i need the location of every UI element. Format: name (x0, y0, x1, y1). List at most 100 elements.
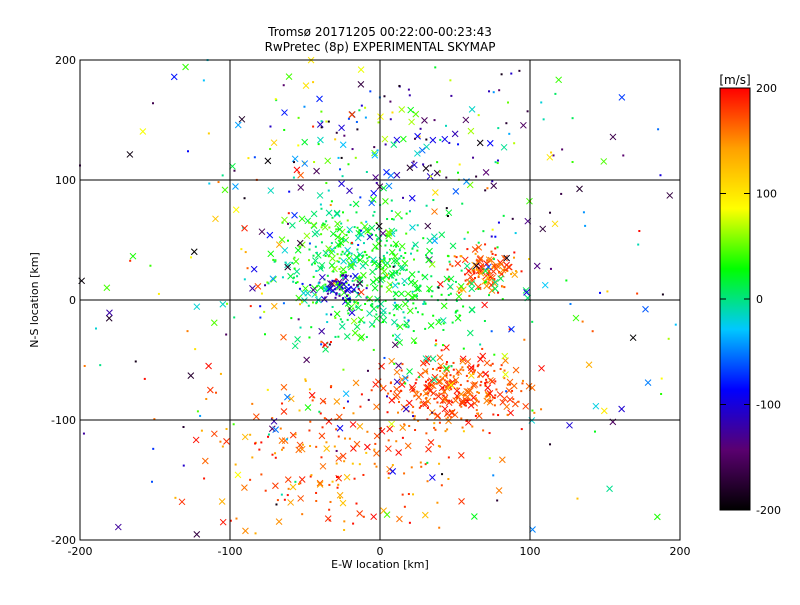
data-point-cross (421, 511, 429, 519)
data-point-dot (387, 439, 390, 442)
data-point-dot (234, 463, 237, 466)
data-point-dot (479, 343, 482, 346)
data-point-dot (333, 282, 336, 285)
data-point-cross (434, 412, 441, 420)
data-point-cross (298, 476, 306, 483)
data-point-dot (405, 268, 408, 271)
data-point-dot (477, 412, 480, 415)
data-point-cross (486, 398, 494, 406)
data-point-dot (337, 245, 340, 248)
data-point-dot (426, 407, 429, 410)
data-point-cross (508, 325, 515, 333)
data-point-dot (404, 252, 407, 255)
data-point-dot (486, 259, 489, 262)
data-point-dot (424, 380, 427, 383)
data-point-cross (447, 275, 455, 283)
data-point-cross (426, 387, 434, 395)
data-point-dot (424, 327, 427, 330)
data-point-cross (406, 307, 414, 315)
data-point-dot (364, 302, 367, 305)
data-point-dot (264, 284, 267, 287)
data-point-dot (287, 212, 290, 215)
data-point-dot (342, 297, 345, 300)
data-point-dot (457, 171, 460, 174)
data-point-cross (313, 167, 320, 175)
data-point-dot (509, 383, 512, 386)
data-point-dot (501, 285, 504, 288)
data-point-dot (474, 414, 477, 417)
data-point-dot (348, 437, 351, 440)
data-point-cross (316, 481, 324, 488)
data-point-dot (285, 438, 288, 441)
data-point-cross (353, 440, 361, 448)
data-point-dot (357, 254, 360, 257)
data-point-dot (475, 397, 478, 400)
y-tick-label: 200 (55, 54, 76, 67)
data-point-dot (465, 374, 468, 377)
data-point-dot (444, 397, 447, 400)
data-point-cross (500, 143, 508, 151)
data-point-dot (321, 267, 324, 270)
data-point-dot (369, 90, 372, 93)
data-point-dot (484, 382, 487, 385)
data-point-cross (272, 426, 280, 434)
data-point-dot (561, 148, 564, 151)
data-point-dot (332, 270, 335, 273)
data-point-dot (452, 375, 455, 378)
data-point-dot (493, 278, 496, 281)
data-point-cross (538, 364, 545, 372)
data-point-dot (447, 478, 450, 481)
x-tick-label: 200 (670, 545, 691, 558)
data-point-dot (321, 287, 324, 290)
data-point-dot (333, 445, 336, 448)
data-point-dot (263, 310, 266, 313)
data-point-dot (472, 270, 475, 273)
data-point-dot (459, 368, 462, 371)
data-point-dot (287, 222, 290, 225)
data-point-dot (457, 373, 460, 376)
data-point-dot (315, 491, 318, 494)
data-point-dot (454, 311, 457, 314)
data-point-dot (360, 221, 363, 224)
data-point-cross (393, 378, 401, 386)
data-point-cross (373, 403, 380, 411)
data-point-dot (416, 295, 419, 298)
data-point-dot (324, 296, 327, 299)
data-point-cross (505, 263, 512, 271)
data-point-dot (203, 477, 206, 480)
data-point-cross (333, 209, 341, 217)
data-point-dot (513, 256, 516, 259)
data-point-dot (287, 487, 290, 490)
data-point-dot (365, 170, 368, 173)
data-point-dot (149, 264, 152, 267)
data-point-dot (576, 497, 579, 500)
data-point-cross (218, 498, 226, 505)
data-point-dot (392, 334, 395, 337)
data-point-dot (380, 259, 383, 262)
data-point-dot (412, 330, 415, 333)
data-point-dot (376, 306, 379, 309)
data-point-cross (398, 242, 406, 250)
data-point-dot (397, 262, 400, 265)
data-point-dot (358, 320, 361, 323)
data-point-dot (344, 437, 347, 440)
data-point-cross (437, 378, 444, 385)
data-point-cross (642, 305, 649, 313)
data-point-cross (333, 310, 341, 318)
data-point-cross (328, 249, 335, 257)
data-point-cross (126, 151, 134, 158)
data-point-cross (297, 495, 305, 502)
data-point-dot (383, 259, 386, 262)
data-point-cross (483, 260, 491, 268)
data-point-dot (425, 432, 428, 435)
data-point-dot (448, 399, 451, 402)
data-point-dot (360, 309, 363, 312)
data-point-dot (495, 388, 498, 391)
data-point-dot (345, 280, 348, 283)
data-point-dot (502, 214, 505, 217)
data-point-dot (309, 420, 312, 423)
data-point-dot (443, 379, 446, 382)
data-point-dot (311, 399, 314, 402)
data-point-dot (344, 290, 347, 293)
